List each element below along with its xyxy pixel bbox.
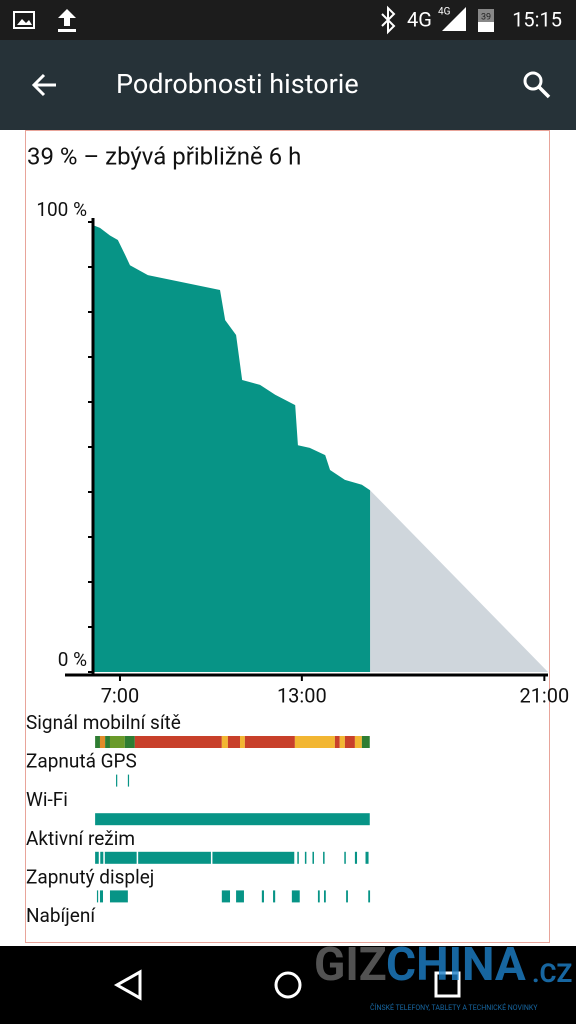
track-segment: [104, 851, 137, 864]
app-title: Podrobnosti historie: [116, 68, 359, 100]
clock: 15:15: [512, 7, 562, 31]
network-small: 4G: [438, 7, 451, 18]
watermark-suffix: .CZ: [532, 959, 573, 989]
nav-bar: [0, 946, 576, 1024]
track-segment: [344, 736, 355, 748]
track-label: Zapnutá GPS: [26, 750, 137, 773]
gallery-icon: [13, 11, 35, 29]
nav-home[interactable]: [274, 971, 302, 999]
app-bar: [0, 40, 576, 130]
track-segment: [99, 736, 106, 748]
track-segment: [227, 736, 241, 748]
battery-text: 39: [481, 12, 491, 22]
y-tick-label: 0 %: [58, 648, 87, 671]
track-segment: [240, 736, 245, 748]
track-segment: [339, 736, 345, 748]
track-segment: [368, 890, 371, 903]
track-segment: [116, 774, 118, 787]
upload-icon: [58, 9, 76, 32]
track-segment: [317, 890, 320, 903]
back-button[interactable]: [31, 73, 56, 97]
track-segment: [334, 736, 340, 748]
track-segment: [221, 890, 231, 903]
track-segment: [365, 851, 369, 864]
content-frame: [25, 130, 550, 943]
track-segment: [291, 890, 300, 903]
track-segment: [304, 851, 307, 864]
bluetooth-icon: [381, 5, 396, 35]
track-segment: [297, 851, 299, 864]
track-segment: [212, 851, 295, 864]
track-segment: [244, 736, 295, 748]
projection: [370, 490, 548, 672]
track-segment: [354, 736, 362, 748]
track-segment: [273, 890, 276, 903]
gallery-icon-shape: [17, 19, 32, 25]
nav-back[interactable]: [113, 969, 142, 1001]
track-label: Wi-Fi: [26, 788, 68, 811]
track-segment: [344, 851, 346, 864]
track-segment: [134, 736, 222, 748]
track-segment: [95, 851, 99, 864]
nav-recents[interactable]: [434, 971, 461, 998]
y-tick-label: 100 %: [36, 198, 87, 221]
search-button[interactable]: [523, 71, 543, 91]
battery-level: [478, 22, 494, 32]
track-segment: [109, 890, 128, 903]
track-segment: [346, 890, 348, 903]
summary: 39 % – zbývá přibližně 6 h: [27, 142, 301, 170]
track-segment: [323, 851, 325, 864]
track-label: Nabíjení: [26, 904, 96, 927]
track-segment: [109, 736, 125, 748]
track-segment: [236, 890, 244, 903]
x-tick-label: 13:00: [277, 683, 327, 707]
track-segment: [261, 890, 264, 903]
search-handle: [537, 85, 551, 99]
track-segment: [361, 736, 370, 748]
track-segment: [354, 851, 358, 864]
track-segment: [138, 851, 211, 864]
track-segment: [100, 851, 104, 864]
track-segment: [96, 890, 99, 903]
watermark-a: GIZ: [314, 938, 387, 992]
track-label: Zapnutý displej: [26, 865, 154, 888]
x-tick-label: 21:00: [519, 683, 569, 707]
watermark-tagline: ČÍNSKÉ TELEFONY, TABLETY A TECHNICKÉ NOV…: [370, 1003, 538, 1012]
track-label: Aktivní režim: [26, 827, 135, 850]
track-segment: [221, 736, 228, 748]
track-label: Signál mobilní sítě: [26, 711, 181, 734]
track-segment: [105, 736, 110, 748]
track-segment: [312, 851, 314, 864]
battery-area: [93, 225, 371, 672]
track-segment: [95, 736, 100, 748]
track-segment: [294, 736, 335, 748]
track-segment: [323, 890, 326, 903]
x-tick-label: 7:00: [101, 683, 140, 707]
network-label: 4G: [407, 7, 432, 31]
track-segment: [95, 813, 370, 826]
watermark-b: CHINA: [386, 938, 526, 992]
track-segment: [127, 774, 130, 787]
track-segment: [99, 890, 104, 903]
track-segment: [124, 736, 135, 748]
signal-icon: [442, 7, 466, 31]
